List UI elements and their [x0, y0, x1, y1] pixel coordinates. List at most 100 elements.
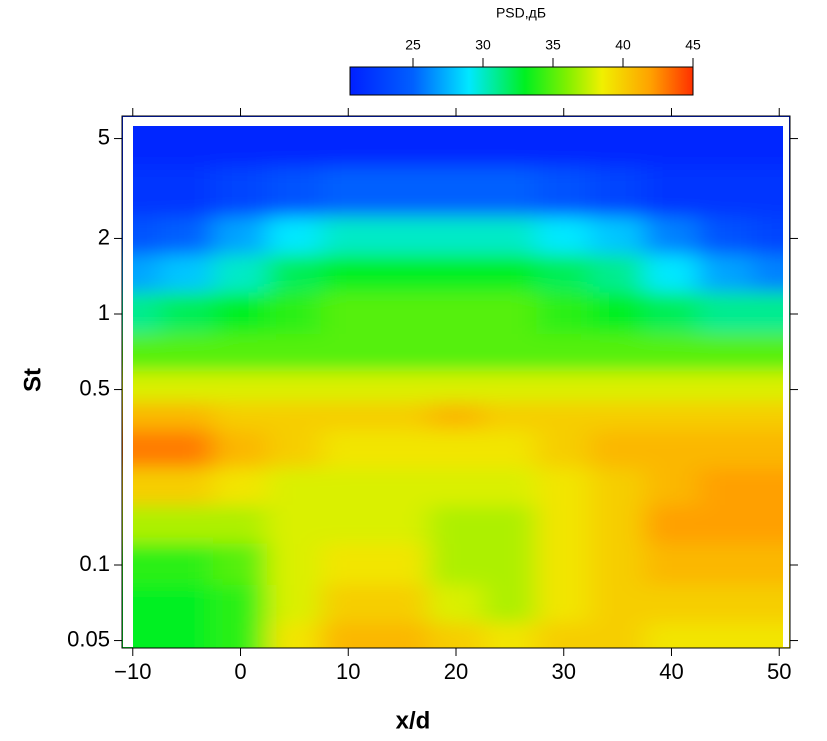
- heatmap-cell: [428, 429, 484, 468]
- y-tick-label: 0.05: [67, 626, 110, 651]
- heatmap-cell: [697, 370, 753, 403]
- heatmap-cell: [590, 504, 646, 544]
- heatmap-cell: [428, 165, 484, 217]
- heatmap-cell: [374, 504, 430, 544]
- heatmap-cell: [590, 253, 646, 293]
- heatmap-cell: [697, 583, 753, 623]
- plot-margin: [123, 117, 789, 126]
- heatmap-cell: [159, 253, 215, 293]
- heatmap-cell: [536, 542, 592, 585]
- heatmap-cell: [159, 291, 215, 334]
- heatmap-cell: [213, 291, 268, 334]
- heatmap-cell: [482, 504, 538, 544]
- heatmap-cell: [697, 215, 753, 255]
- y-tick-label: 1: [98, 300, 110, 325]
- heatmap-cell: [374, 583, 430, 623]
- heatmap-cell: [428, 542, 484, 585]
- colorbar-tick-label: 25: [405, 37, 421, 53]
- colorbar-title: PSD,дБ: [496, 5, 546, 21]
- heatmap-cell: [374, 621, 430, 648]
- y-axis-label: St: [19, 368, 46, 392]
- x-tick-label: 30: [551, 659, 575, 684]
- heatmap-cell: [159, 466, 215, 506]
- heatmap-cell: [590, 215, 646, 255]
- heatmap-cell: [159, 583, 215, 623]
- heatmap-cell: [590, 291, 646, 334]
- heatmap-cell: [213, 401, 268, 431]
- heatmap-cell: [320, 466, 376, 506]
- heatmap-cell: [428, 583, 484, 623]
- heatmap-cell: [644, 370, 699, 403]
- heatmap-cell: [482, 542, 538, 585]
- heatmap-cell: [536, 429, 592, 468]
- heatmap-cell: [213, 165, 268, 217]
- heatmap-cell: [374, 291, 430, 334]
- heatmap-cell: [266, 401, 322, 431]
- heatmap-cell: [482, 466, 538, 506]
- heatmap-cell: [159, 542, 215, 585]
- heatmap-cell: [536, 621, 592, 648]
- heatmap-cell: [536, 332, 592, 372]
- heatmap-cell: [320, 332, 376, 372]
- x-tick-label: 20: [444, 659, 468, 684]
- heatmap-cell: [374, 466, 430, 506]
- heatmap-cell: [428, 504, 484, 544]
- heatmap-cell: [213, 466, 268, 506]
- heatmap-cell: [482, 291, 538, 334]
- heatmap-cell: [159, 215, 215, 255]
- heatmap-cell: [697, 291, 753, 334]
- heatmap-cell: [482, 401, 538, 431]
- heatmap-cell: [536, 215, 592, 255]
- heatmap-cell: [266, 291, 322, 334]
- heatmap-cell: [644, 215, 699, 255]
- heatmap-cell: [428, 401, 484, 431]
- heatmap-cell: [159, 429, 215, 468]
- heatmap-cell: [590, 332, 646, 372]
- heatmap-cell: [644, 621, 699, 648]
- heatmap-cell: [482, 165, 538, 217]
- heatmap-cell: [644, 253, 699, 293]
- x-tick-label: 50: [767, 659, 791, 684]
- heatmap-cell: [320, 542, 376, 585]
- heatmap-cell: [428, 332, 484, 372]
- x-axis-label: x/d: [396, 707, 431, 734]
- heatmap-cell: [482, 429, 538, 468]
- heatmap-cell: [590, 370, 646, 403]
- heatmap-cell: [213, 370, 268, 403]
- heatmap-cell: [213, 542, 268, 585]
- heatmap-cell: [428, 621, 484, 648]
- heatmap-cell: [482, 253, 538, 293]
- heatmap-cell: [428, 466, 484, 506]
- heatmap-cell: [159, 165, 215, 217]
- heatmap-cell: [697, 504, 753, 544]
- heatmap-cell: [482, 370, 538, 403]
- heatmap-cell: [266, 621, 322, 648]
- heatmap-cell: [374, 253, 430, 293]
- heatmap-cell: [590, 429, 646, 468]
- heatmap-cell: [590, 542, 646, 585]
- heatmap-cell: [159, 332, 215, 372]
- heatmap-cell: [644, 291, 699, 334]
- heatmap-cell: [320, 401, 376, 431]
- heatmap-cell: [320, 621, 376, 648]
- heatmap-cell: [159, 370, 215, 403]
- heatmap-cell: [536, 466, 592, 506]
- x-tick-label: 10: [336, 659, 360, 684]
- heatmap-cell: [374, 429, 430, 468]
- heatmap-cell: [320, 165, 376, 217]
- heatmap-cell: [266, 165, 322, 217]
- heatmap-cell: [213, 504, 268, 544]
- heatmap-cell: [213, 429, 268, 468]
- colorbar-tick-label: 30: [475, 37, 491, 53]
- heatmap-cell: [213, 621, 268, 648]
- heatmap-cell: [644, 583, 699, 623]
- heatmap-cell: [374, 542, 430, 585]
- heatmap-cell: [266, 370, 322, 403]
- x-tick-label: 0: [234, 659, 246, 684]
- colorbar-tick-label: 40: [615, 37, 631, 53]
- heatmap-cell: [266, 542, 322, 585]
- heatmap-cell: [590, 466, 646, 506]
- heatmap-cell: [482, 215, 538, 255]
- heatmap-cell: [428, 291, 484, 334]
